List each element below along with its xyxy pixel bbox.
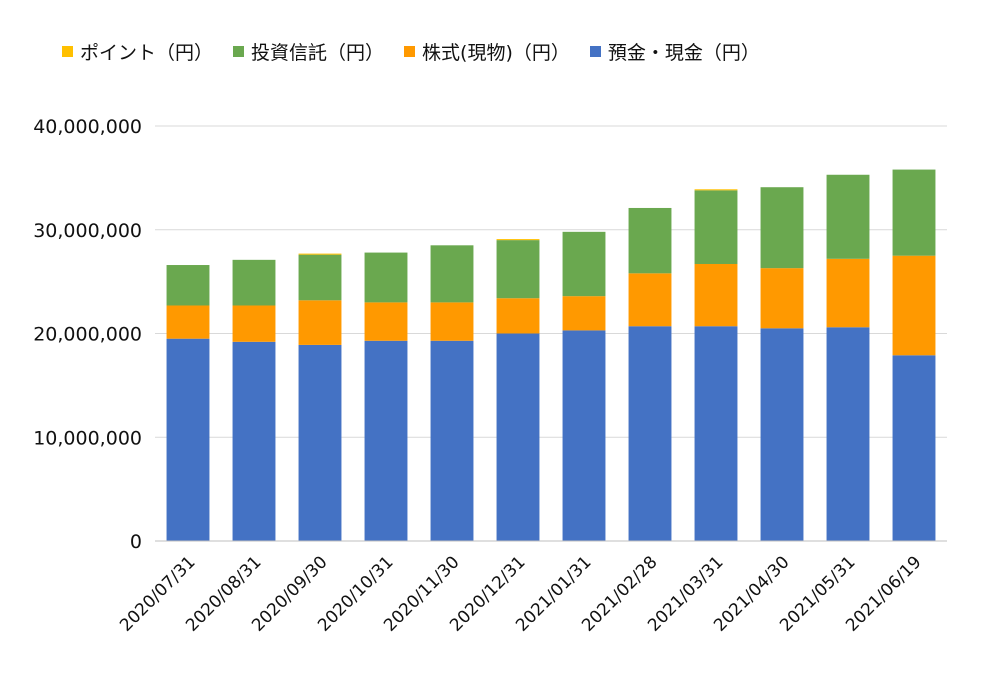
y-tick-label: 40,000,000: [33, 116, 142, 138]
bar-segment: [628, 326, 672, 541]
bar-segment: [430, 302, 474, 341]
bar-segment: [562, 296, 606, 331]
bar-segment: [232, 305, 276, 342]
bar-segment: [826, 258, 870, 328]
legend-item: ポイント（円）: [62, 38, 213, 65]
bar-segment: [562, 330, 606, 541]
bar-segment: [892, 255, 936, 356]
bar-segment: [694, 189, 738, 191]
legend-item: 投資信託（円）: [233, 38, 384, 65]
bar-segment: [298, 254, 342, 301]
legend-swatch: [62, 46, 73, 57]
bar-segment: [298, 300, 342, 345]
bar-segment: [496, 239, 540, 241]
bar-segment: [496, 298, 540, 334]
legend-label: 株式(現物)（円）: [422, 42, 570, 64]
bar-stacks: [166, 169, 936, 541]
gridlines: [155, 125, 947, 438]
x-axis-ticks: 2020/07/312020/08/312020/09/302020/10/31…: [116, 552, 925, 635]
bar-segment: [364, 252, 408, 303]
legend-item: 預金・現金（円）: [589, 38, 760, 65]
bar-segment: [892, 169, 936, 256]
bar-segment: [760, 328, 804, 541]
bar-segment: [166, 265, 210, 306]
bar-segment: [166, 305, 210, 339]
bar-segment: [760, 268, 804, 329]
y-tick-label: 30,000,000: [33, 220, 142, 242]
bar-segment: [694, 326, 738, 541]
legend-label: 投資信託（円）: [251, 42, 385, 64]
y-tick-label: 20,000,000: [33, 324, 142, 346]
bar-segment: [694, 263, 738, 327]
bar-segment: [364, 340, 408, 541]
bar-segment: [298, 253, 342, 255]
bar-segment: [232, 341, 276, 541]
bar-segment: [892, 355, 936, 541]
legend-swatch: [233, 46, 245, 57]
bar-segment: [628, 207, 672, 274]
bar-segment: [760, 187, 804, 269]
y-axis-ticks: 0 10,000,000 20,000,000 30,000,000 40,000,00…: [33, 116, 142, 553]
bar-segment: [364, 302, 408, 341]
bar-segment: [694, 190, 738, 264]
bar-segment: [232, 259, 276, 306]
bar-segment: [628, 273, 672, 327]
y-tick-label: 0: [130, 531, 142, 553]
bar-segment: [298, 344, 342, 541]
legend-swatch: [404, 46, 416, 57]
bar-segment: [430, 245, 474, 303]
legend-label: 預金・現金（円）: [607, 42, 760, 64]
bar-segment: [826, 327, 870, 541]
bar-segment: [826, 174, 870, 259]
y-tick-label: 10,000,000: [33, 427, 142, 449]
bar-segment: [166, 338, 210, 541]
legend-swatch: [589, 46, 601, 57]
bar-segment: [496, 333, 540, 541]
legend-label: ポイント（円）: [80, 42, 214, 64]
bar-segment: [430, 340, 474, 541]
chart-legend: ポイント（円） 投資信託（円） 株式(現物)（円） 預金・現金（円）: [62, 38, 780, 65]
legend-item: 株式(現物)（円）: [404, 38, 570, 65]
bar-segment: [496, 240, 540, 299]
bar-segment: [562, 231, 606, 297]
